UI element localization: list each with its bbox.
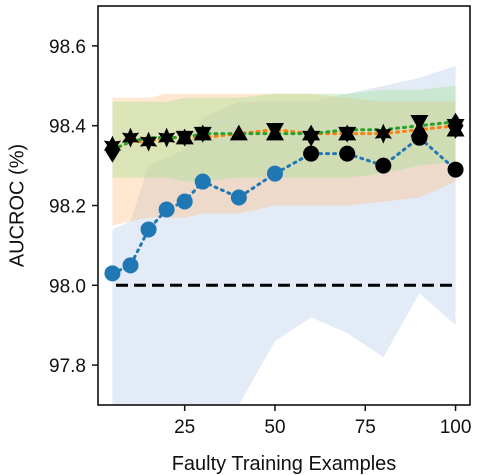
x-tick-label-1: 50 [264, 417, 285, 438]
marker-circle-7 [266, 165, 283, 182]
confidence-bands [112, 65, 456, 405]
y-tick-label-0: 97.8 [49, 356, 86, 377]
marker-circle-0 [104, 265, 121, 282]
marker-star-10 [374, 123, 392, 144]
marker-triangle-down-5 [193, 126, 212, 143]
confidence-band-0 [112, 65, 456, 405]
x-tick-label-2: 75 [355, 417, 376, 438]
marker-triangle-down-12 [446, 118, 465, 135]
marker-star-3 [157, 127, 176, 148]
marker-triangle-down-11 [410, 114, 429, 131]
marker-triangle-up-6 [229, 124, 248, 141]
series-markers [103, 112, 465, 282]
y-tick-label-3: 98.4 [49, 117, 86, 138]
marker-circle-3 [158, 201, 175, 218]
marker-star-1 [121, 127, 140, 148]
marker-circle-10 [375, 157, 392, 174]
y-axis-label: AUCROC (%) [6, 144, 28, 267]
x-tick-label-0: 25 [174, 417, 195, 438]
axis-ticks: 25 50 75 100 97.8 98.0 98.2 98.4 98.6 [49, 37, 471, 438]
x-axis-label: Faulty Training Examples [172, 453, 397, 475]
marker-triangle-down-9 [338, 126, 357, 143]
marker-circle-12 [447, 161, 464, 178]
y-tick-label-4: 98.6 [49, 37, 86, 58]
marker-star-0 [103, 135, 122, 156]
marker-triangle-down-7 [265, 122, 284, 139]
marker-triangle-down-8 [302, 130, 321, 147]
marker-circle-5 [194, 173, 211, 190]
marker-star-2 [139, 131, 158, 152]
marker-circle-4 [176, 193, 193, 210]
marker-circle-9 [339, 145, 356, 162]
x-tick-label-3: 100 [440, 417, 472, 438]
marker-circle-2 [140, 221, 157, 238]
marker-circle-1 [122, 257, 139, 274]
confidence-band-1 [112, 93, 456, 226]
y-tick-label-1: 98.0 [49, 276, 86, 297]
marker-circle-6 [230, 189, 247, 206]
y-tick-label-2: 98.2 [49, 197, 86, 218]
marker-circle-8 [303, 145, 320, 162]
marker-triangle-down-4 [175, 130, 194, 147]
